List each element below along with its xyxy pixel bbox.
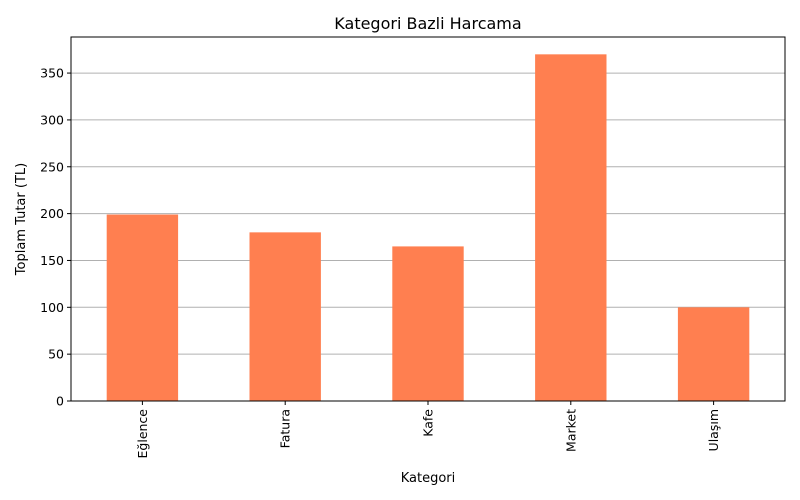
- x-tick-label: Eğlence: [135, 409, 150, 459]
- y-tick-label: 300: [40, 112, 64, 127]
- y-tick-label: 50: [48, 347, 64, 362]
- x-tick-label: Market: [563, 409, 578, 452]
- y-tick-label: 0: [56, 394, 64, 409]
- bar: [106, 214, 179, 401]
- y-tick-label: 350: [40, 66, 64, 81]
- y-tick-label: 250: [40, 159, 64, 174]
- y-tick-label: 200: [40, 206, 64, 221]
- bar: [392, 246, 464, 401]
- x-axis-label: Kategori: [401, 471, 456, 486]
- x-tick-label: Kafe: [421, 409, 436, 437]
- bar: [535, 54, 607, 401]
- x-tick-label: Ulaşım: [706, 409, 721, 451]
- bar: [677, 307, 750, 401]
- bar: [249, 232, 321, 401]
- y-axis: 0 50 100 150 200 250 300 350: [40, 66, 71, 409]
- y-tick-label: 150: [40, 253, 64, 268]
- x-axis: Eğlence Fatura Kafe Market Ulaşım: [135, 401, 721, 458]
- y-axis-label: Toplam Tutar (TL): [14, 163, 29, 276]
- x-tick-label: Fatura: [278, 409, 293, 448]
- chart-title: Kategori Bazli Harcama: [334, 14, 521, 33]
- bars: [106, 54, 750, 401]
- y-tick-label: 100: [40, 300, 64, 315]
